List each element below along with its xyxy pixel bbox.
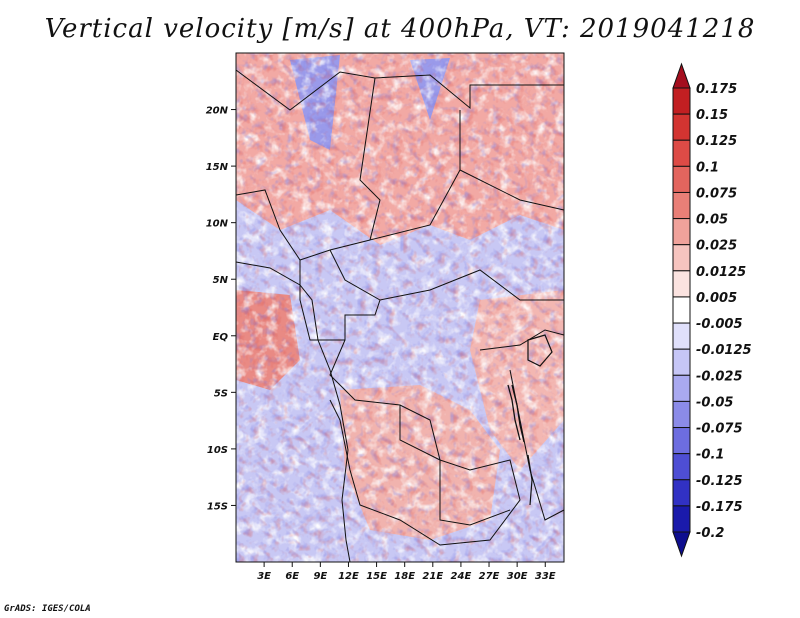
- colorbar-segment: [672, 270, 691, 298]
- colorbar-arrow-top: [672, 62, 691, 89]
- latitude-axis: 20N 15N 10N 5N EQ 5S 10S 15S: [206, 106, 236, 512]
- colorbar-label: -0.1: [696, 448, 724, 463]
- lat-tick-label: 10N: [206, 219, 229, 230]
- colorbar-label: -0.125: [696, 474, 743, 489]
- colorbar-label: -0.05: [696, 395, 733, 410]
- colorbar-arrow-bottom: [672, 531, 691, 558]
- colorbar-label: 0.1: [696, 160, 719, 175]
- longitude-axis: 3E 6E 9E 12E 15E 18E 21E 24E 27E 30E 33E: [257, 562, 556, 582]
- lon-tick-label: 24E: [451, 571, 472, 582]
- colorbar-label: -0.0125: [696, 343, 752, 358]
- colorbar-segment: [672, 505, 691, 533]
- colorbar-segment: [672, 296, 691, 324]
- colorbar-label: -0.2: [696, 526, 724, 541]
- lon-tick-label: 21E: [422, 571, 443, 582]
- colorbar-label: 0.125: [696, 134, 737, 149]
- colorbar-label: 0.025: [696, 239, 737, 254]
- lon-tick-label: 3E: [257, 571, 271, 582]
- map-area: [236, 53, 564, 562]
- colorbar-segment: [672, 191, 691, 220]
- colorbar-segment: [672, 87, 691, 115]
- colorbar-segment: [672, 374, 691, 402]
- lake-tanganyika: [507, 384, 525, 443]
- lon-tick-label: 30E: [507, 571, 528, 582]
- chart-title: Vertical velocity [m/s] at 400hPa, VT: 2…: [44, 14, 756, 44]
- colorbar-segment: [672, 165, 691, 193]
- colorbar-segment: [672, 400, 691, 429]
- footer-credit: GrADS: IGES/COLA: [4, 604, 91, 614]
- colorbar-label: -0.075: [696, 422, 743, 437]
- colorbar-segment: [672, 427, 691, 455]
- lon-tick-label: 9E: [313, 571, 327, 582]
- lat-tick-label: 5N: [213, 275, 229, 286]
- colorbar-label: 0.005: [696, 291, 737, 306]
- coastline: [236, 261, 351, 562]
- lon-tick-label: 33E: [535, 571, 556, 582]
- colorbar-label: 0.15: [696, 108, 728, 123]
- lon-tick-label: 18E: [394, 571, 415, 582]
- lat-tick-label: EQ: [213, 332, 229, 343]
- lat-tick-label: 15S: [207, 501, 228, 512]
- colorbar-label: 0.175: [696, 82, 737, 97]
- lake-victoria: [527, 334, 553, 367]
- lon-tick-label: 6E: [285, 571, 299, 582]
- lat-tick-label: 15N: [206, 162, 229, 173]
- colorbar-segment: [672, 244, 691, 272]
- country-borders: [236, 69, 564, 546]
- colorbar-label: 0.075: [696, 186, 737, 201]
- colorbar-label: -0.005: [696, 317, 743, 332]
- lat-tick-label: 20N: [206, 106, 229, 117]
- map-frame: [235, 52, 565, 563]
- colorbar: 0.175 0.15 0.125 0.1 0.075 0.05 0.025 0.0125 0.0…: [672, 62, 752, 558]
- colorbar-segment: [672, 453, 691, 481]
- lon-tick-label: 12E: [338, 571, 359, 582]
- lat-tick-label: 10S: [207, 445, 228, 456]
- colorbar-segment: [672, 479, 691, 507]
- lon-tick-label: 15E: [366, 571, 387, 582]
- colorbar-label: 0.0125: [696, 265, 746, 280]
- field-red-noise: [239, 55, 564, 562]
- colorbar-segment: [672, 322, 691, 350]
- colorbar-segment: [672, 113, 691, 141]
- lat-tick-label: 5S: [214, 388, 228, 399]
- colorbar-segment: [672, 139, 691, 167]
- colorbar-label: -0.025: [696, 369, 743, 384]
- colorbar-label: 0.05: [696, 213, 728, 228]
- colorbar-segment: [672, 348, 691, 376]
- colorbar-segment: [672, 218, 691, 246]
- lake-malawi: [527, 454, 533, 506]
- colorbar-label: -0.175: [696, 500, 743, 515]
- lon-tick-label: 27E: [479, 571, 500, 582]
